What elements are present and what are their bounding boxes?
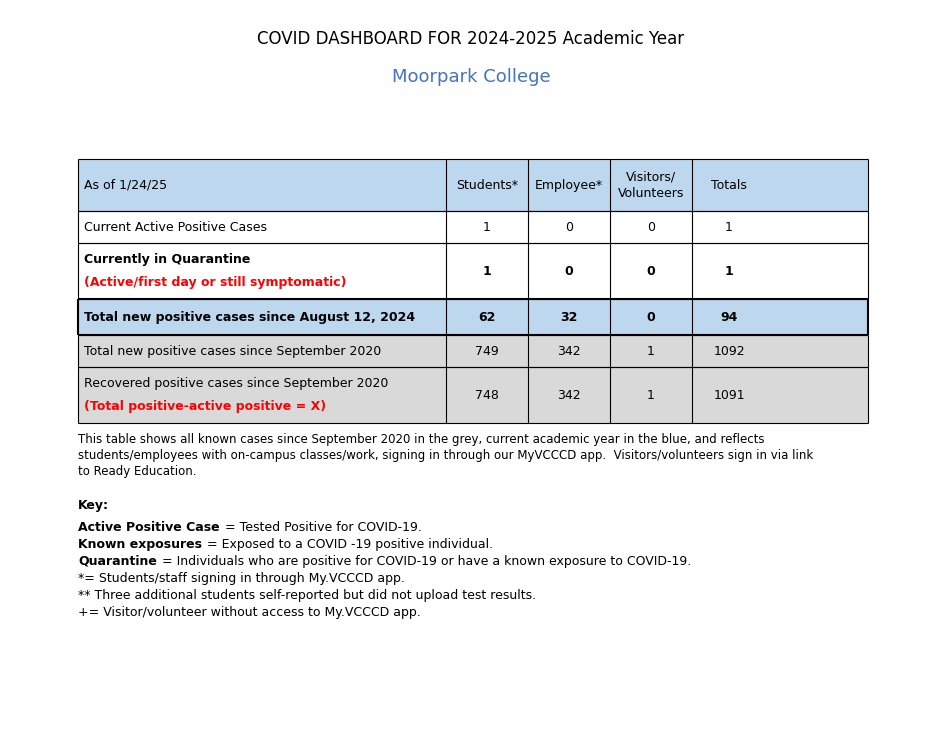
Text: 1: 1 xyxy=(647,389,655,402)
Text: 0: 0 xyxy=(647,220,655,233)
Text: 94: 94 xyxy=(721,311,738,324)
Text: *= Students/staff signing in through My.VCCCD app.: *= Students/staff signing in through My.… xyxy=(78,572,405,585)
Text: 1: 1 xyxy=(483,220,491,233)
Bar xyxy=(78,159,868,211)
Text: Students*: Students* xyxy=(456,179,518,192)
Text: 1: 1 xyxy=(724,265,734,278)
Text: Quarantine: Quarantine xyxy=(78,555,157,568)
Text: Visitors/
Volunteers: Visitors/ Volunteers xyxy=(618,170,684,200)
Text: COVID DASHBOARD FOR 2024-2025 Academic Year: COVID DASHBOARD FOR 2024-2025 Academic Y… xyxy=(257,30,685,48)
Text: Current Active Positive Cases: Current Active Positive Cases xyxy=(84,220,267,233)
Bar xyxy=(78,335,868,367)
Text: Key:: Key: xyxy=(78,499,109,512)
Text: (Total positive-active positive = X): (Total positive-active positive = X) xyxy=(84,399,326,413)
Text: (Active/first day or still symptomatic): (Active/first day or still symptomatic) xyxy=(84,276,347,289)
Text: 748: 748 xyxy=(475,389,499,402)
Text: 1: 1 xyxy=(647,345,655,357)
Text: 342: 342 xyxy=(557,345,581,357)
Text: Employee*: Employee* xyxy=(535,179,603,192)
Text: Active Positive Case: Active Positive Case xyxy=(78,521,219,534)
Text: As of 1/24/25: As of 1/24/25 xyxy=(84,179,167,192)
Text: = Individuals who are positive for COVID-19 or have a known exposure to COVID-19: = Individuals who are positive for COVID… xyxy=(158,555,691,568)
Text: 1091: 1091 xyxy=(713,389,745,402)
Text: Known exposures: Known exposures xyxy=(78,538,202,551)
Bar xyxy=(78,211,868,243)
Text: 1092: 1092 xyxy=(713,345,745,357)
Text: Recovered positive cases since September 2020: Recovered positive cases since September… xyxy=(84,378,388,390)
Text: = Exposed to a COVID -19 positive individual.: = Exposed to a COVID -19 positive indivi… xyxy=(203,538,493,551)
Text: 342: 342 xyxy=(557,389,581,402)
Text: = Tested Positive for COVID-19.: = Tested Positive for COVID-19. xyxy=(220,521,421,534)
Text: 749: 749 xyxy=(475,345,499,357)
Text: 0: 0 xyxy=(646,311,656,324)
Bar xyxy=(78,243,868,299)
Text: += Visitor/volunteer without access to My.VCCCD app.: += Visitor/volunteer without access to M… xyxy=(78,606,421,619)
Text: Total new positive cases since September 2020: Total new positive cases since September… xyxy=(84,345,382,357)
Text: Currently in Quarantine: Currently in Quarantine xyxy=(84,253,251,266)
Text: This table shows all known cases since September 2020 in the grey, current acade: This table shows all known cases since S… xyxy=(78,433,765,446)
Text: Totals: Totals xyxy=(711,179,747,192)
Bar xyxy=(78,367,868,423)
Text: Total new positive cases since August 12, 2024: Total new positive cases since August 12… xyxy=(84,311,415,324)
Text: students/employees with on-campus classes/work, signing in through our MyVCCCD a: students/employees with on-campus classe… xyxy=(78,449,813,462)
Text: 0: 0 xyxy=(565,220,573,233)
Text: 1: 1 xyxy=(482,265,492,278)
Bar xyxy=(78,299,868,335)
Text: 0: 0 xyxy=(564,265,574,278)
Text: Moorpark College: Moorpark College xyxy=(392,68,550,86)
Text: ** Three additional students self-reported but did not upload test results.: ** Three additional students self-report… xyxy=(78,589,536,602)
Text: 0: 0 xyxy=(646,265,656,278)
Text: 62: 62 xyxy=(479,311,495,324)
Text: to Ready Education.: to Ready Education. xyxy=(78,465,197,478)
Text: 1: 1 xyxy=(725,220,733,233)
Text: 32: 32 xyxy=(560,311,577,324)
